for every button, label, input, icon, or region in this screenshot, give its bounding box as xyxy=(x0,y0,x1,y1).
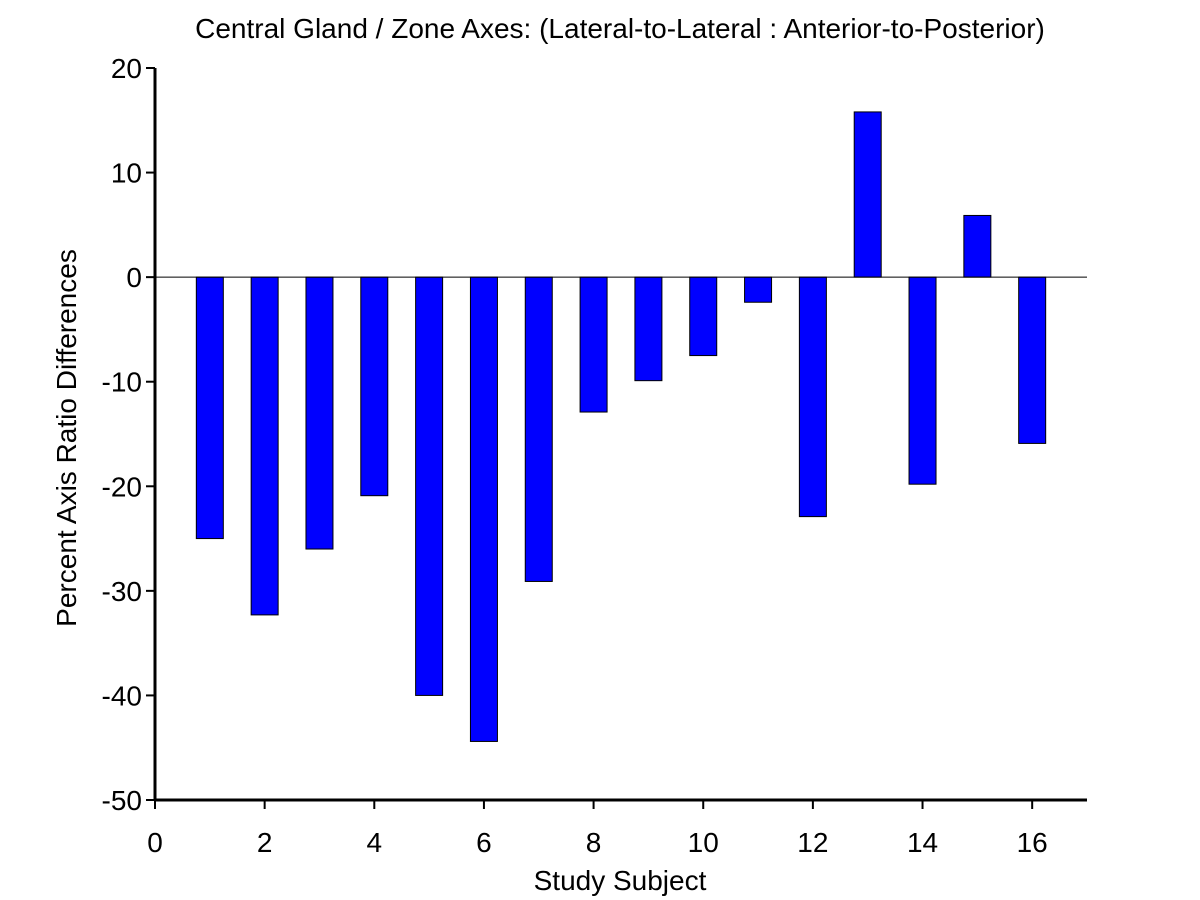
x-axis-label: Study Subject xyxy=(534,865,707,896)
x-tick-label: 0 xyxy=(147,827,163,858)
bar-subject-3 xyxy=(305,276,334,550)
bar-subject-15 xyxy=(963,214,992,278)
x-tick-label: 14 xyxy=(907,827,938,858)
bar-subject-10 xyxy=(689,276,718,357)
bar-subject-1 xyxy=(195,276,224,540)
x-tick-label: 10 xyxy=(688,827,719,858)
y-tick-label: -20 xyxy=(102,471,142,502)
bar-subject-12 xyxy=(798,276,827,518)
y-tick-label: -50 xyxy=(102,785,142,816)
bar-subject-4 xyxy=(360,276,389,497)
bar-subject-2 xyxy=(250,276,279,616)
x-tick-label: 12 xyxy=(797,827,828,858)
bar-subject-13 xyxy=(853,111,882,278)
bar-subject-14 xyxy=(908,276,937,485)
x-tick-label: 16 xyxy=(1017,827,1048,858)
bar-subject-6 xyxy=(469,276,498,742)
y-tick-label: -30 xyxy=(102,576,142,607)
chart-title: Central Gland / Zone Axes: (Lateral-to-L… xyxy=(195,13,1045,44)
plot-area: -50 -40 -30 -20 -10 0 10 20 0 2 4 6 8 10 12 14 16 xyxy=(102,53,1087,858)
y-tick-label: 20 xyxy=(111,53,142,84)
y-tick-label: -40 xyxy=(102,680,142,711)
x-tick-label: 8 xyxy=(586,827,602,858)
y-axis-label: Percent Axis Ratio Differences xyxy=(51,249,82,627)
bar-subject-11 xyxy=(744,276,773,303)
x-tick-label: 2 xyxy=(257,827,273,858)
bar-subject-5 xyxy=(415,276,444,696)
bar-subject-7 xyxy=(524,276,553,582)
bar-subject-16 xyxy=(1018,276,1047,444)
x-tick-label: 6 xyxy=(476,827,492,858)
y-tick-label: 0 xyxy=(126,262,142,293)
y-tick-label: 10 xyxy=(111,158,142,189)
x-tick-label: 4 xyxy=(367,827,383,858)
y-tick-label: -10 xyxy=(102,367,142,398)
bar-subject-8 xyxy=(579,276,608,413)
bar-subject-9 xyxy=(634,276,663,382)
